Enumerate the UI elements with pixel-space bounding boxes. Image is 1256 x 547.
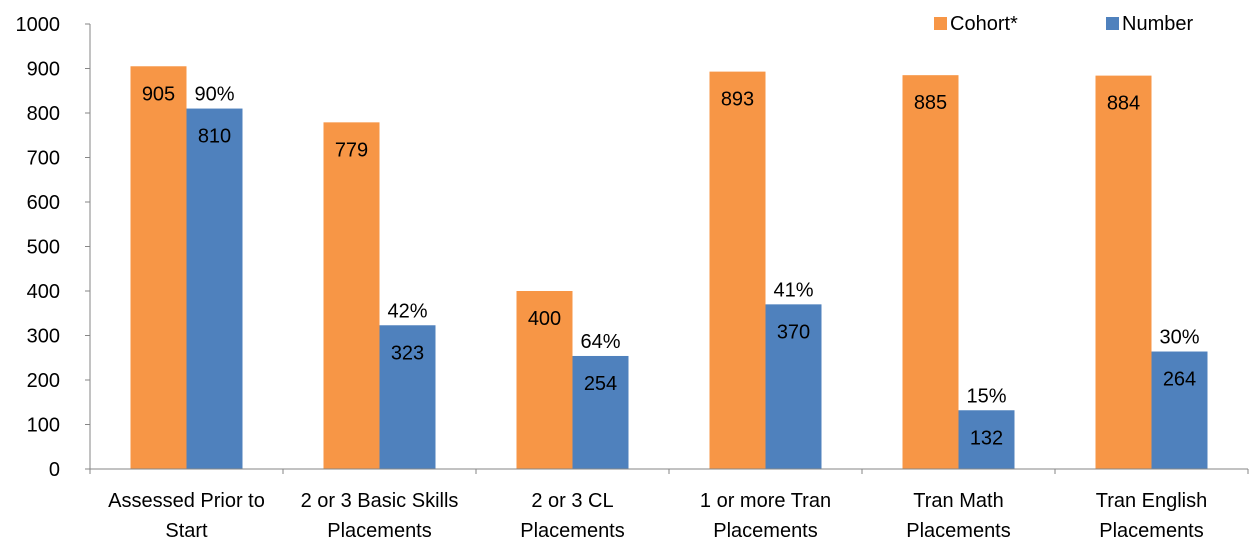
- x-axis: Assessed Prior to Start 2 or 3 Basic Skill…: [89, 468, 1249, 542]
- category-label: Placements: [327, 520, 432, 542]
- category-label: Tran Math: [913, 490, 1003, 512]
- category-label: Assessed Prior to: [108, 490, 265, 512]
- y-axis: 0 100 200 300 400 500 600 700 800 900 1000: [16, 14, 91, 481]
- legend: Cohort* Number: [934, 13, 1193, 35]
- category-label: Placements: [1099, 520, 1204, 542]
- legend-label: Cohort*: [950, 13, 1018, 35]
- bar-number-percent-label: 42%: [387, 300, 427, 322]
- bars: [130, 66, 1208, 470]
- legend-swatch: [934, 17, 947, 30]
- bar-cohort: [709, 71, 766, 470]
- category-label: 1 or more Tran: [700, 490, 831, 512]
- bar-cohort: [130, 66, 187, 470]
- y-tick-label: 500: [27, 237, 60, 259]
- bar-number: [186, 108, 243, 470]
- y-tick-label: 700: [27, 148, 60, 170]
- bar-cohort-value-label: 779: [335, 139, 368, 161]
- category-label: Start: [165, 520, 208, 542]
- bar-cohort-value-label: 884: [1107, 93, 1140, 115]
- bar-number: [379, 325, 436, 469]
- bar-cohort-value-label: 905: [142, 83, 175, 105]
- y-tick-label: 0: [49, 459, 60, 481]
- category-label: Placements: [713, 520, 818, 542]
- y-tick-label: 800: [27, 103, 60, 125]
- bar-number-percent-label: 90%: [194, 84, 234, 106]
- legend-item-cohort: Cohort*: [934, 13, 1018, 35]
- bar-number-value-label: 370: [777, 321, 810, 343]
- bar-cohort: [1095, 75, 1152, 470]
- bar-cohort-value-label: 885: [914, 92, 947, 114]
- y-tick-label: 200: [27, 370, 60, 392]
- y-tick-label: 100: [27, 415, 60, 437]
- y-tick-label: 900: [27, 59, 60, 81]
- bar-number: [765, 304, 822, 469]
- category-label: Placements: [520, 520, 625, 542]
- bar-cohort: [323, 122, 380, 469]
- category-label: Placements: [906, 520, 1011, 542]
- bar-number-value-label: 323: [391, 342, 424, 364]
- bar-cohort: [516, 291, 573, 469]
- bar-number-percent-label: 30%: [1159, 327, 1199, 349]
- bar-number-percent-label: 15%: [966, 385, 1006, 407]
- bar-number: [1151, 351, 1208, 469]
- category-label: 2 or 3 Basic Skills: [301, 490, 459, 512]
- bar-number-percent-label: 41%: [773, 279, 813, 301]
- bar-number: [958, 410, 1015, 469]
- legend-item-number: Number: [1106, 13, 1193, 35]
- y-tick-label: 400: [27, 281, 60, 303]
- bar-cohort-value-label: 400: [528, 308, 561, 330]
- y-tick-label: 300: [27, 326, 60, 348]
- y-tick-label: 600: [27, 192, 60, 214]
- bar-number-value-label: 264: [1163, 369, 1196, 391]
- bar-number-value-label: 132: [970, 427, 1003, 449]
- legend-label: Number: [1122, 13, 1193, 35]
- bar-cohort-value-label: 893: [721, 89, 754, 111]
- bar-number-value-label: 254: [584, 373, 617, 395]
- bar-cohort: [902, 75, 959, 470]
- bar-number: [572, 355, 629, 469]
- category-label: Tran English: [1096, 490, 1208, 512]
- y-tick-label: 1000: [16, 14, 61, 36]
- bar-number-value-label: 810: [198, 126, 231, 148]
- bar-number-percent-label: 64%: [580, 331, 620, 353]
- category-label: 2 or 3 CL: [531, 490, 613, 512]
- value-labels: 905 810 90% 779 323 42% 400 254 64% 893 370 41% 885 1…: [142, 83, 1200, 449]
- legend-swatch: [1106, 17, 1119, 30]
